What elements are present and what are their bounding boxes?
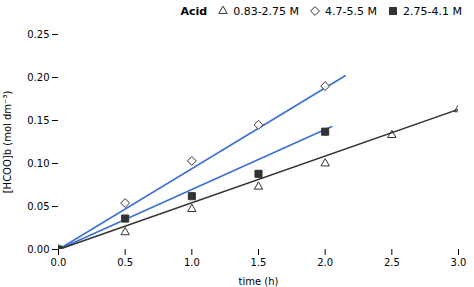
- html-text:2.75-4.1 M: 2.75-4.1 M: [403, 4, 462, 18]
- svg-text:0.20: 0.20: [27, 72, 49, 83]
- svg-text:0.05: 0.05: [27, 201, 49, 212]
- svg-text:0.25: 0.25: [27, 29, 49, 40]
- svg-text:0.10: 0.10: [27, 158, 49, 169]
- svg-text:0.15: 0.15: [27, 115, 49, 126]
- html-text:4.7-5.5 M: 4.7-5.5 M: [325, 4, 377, 18]
- svg-text:[HCOO]b (mol dm⁻³): [HCOO]b (mol dm⁻³): [2, 91, 13, 194]
- svg-text:0.00: 0.00: [27, 244, 49, 255]
- svg-text:0.5: 0.5: [117, 257, 133, 268]
- svg-text:3.0: 3.0: [451, 257, 467, 268]
- svg-text:0.0: 0.0: [51, 257, 67, 268]
- svg-text:1.0: 1.0: [184, 257, 200, 268]
- svg-text:2.0: 2.0: [317, 257, 333, 268]
- html-text:0.83-2.75 M: 0.83-2.75 M: [233, 4, 300, 18]
- svg-text:time (h): time (h): [239, 276, 279, 287]
- svg-text:2.5: 2.5: [384, 257, 400, 268]
- svg-text:1.5: 1.5: [251, 257, 267, 268]
- html-text:Acid: Acid: [180, 4, 208, 18]
